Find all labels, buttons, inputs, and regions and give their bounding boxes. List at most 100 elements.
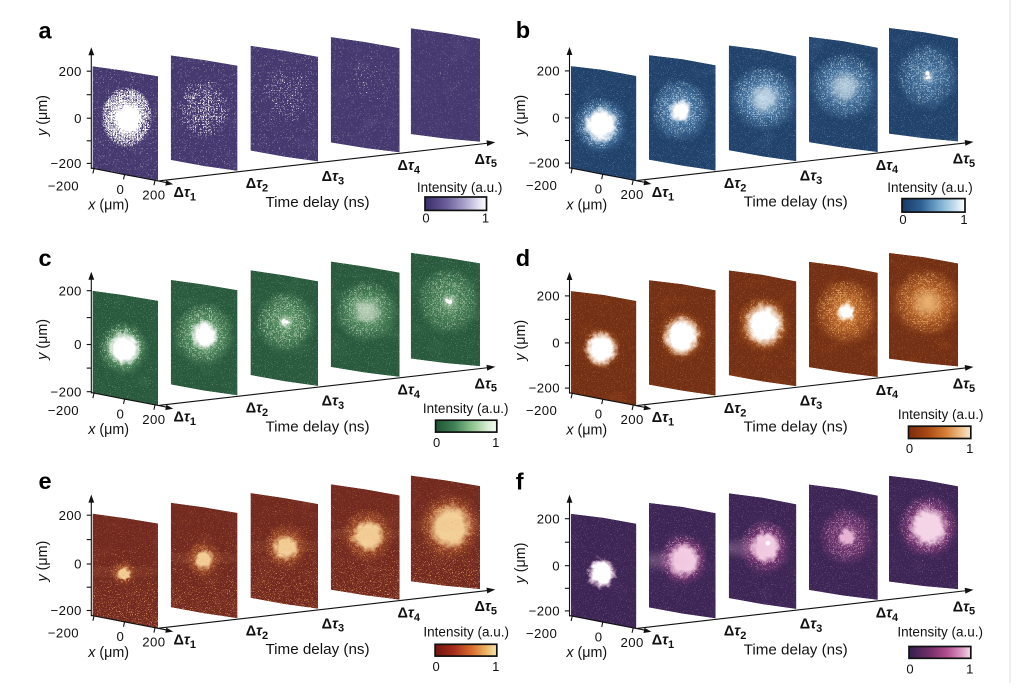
svg-text:Intensity (a.u.): Intensity (a.u.) — [423, 401, 509, 416]
svg-text:200: 200 — [142, 187, 165, 202]
svg-text:Δτ4: Δτ4 — [398, 605, 421, 623]
svg-text:0: 0 — [552, 558, 560, 573]
svg-text:−200: −200 — [529, 381, 560, 396]
svg-text:Δτ5: Δτ5 — [475, 152, 497, 170]
svg-text:Δτ3: Δτ3 — [800, 394, 822, 412]
svg-text:Δτ1: Δτ1 — [174, 185, 196, 203]
svg-text:x (μm): x (μm) — [565, 645, 607, 661]
svg-text:Intensity (a.u.): Intensity (a.u.) — [417, 180, 503, 195]
svg-text:200: 200 — [59, 283, 82, 298]
svg-text:c: c — [39, 245, 52, 271]
svg-text:200: 200 — [142, 412, 165, 427]
svg-text:0: 0 — [432, 659, 439, 674]
svg-text:Time delay (ns): Time delay (ns) — [744, 419, 848, 436]
svg-text:200: 200 — [537, 64, 560, 79]
svg-text:0: 0 — [117, 182, 125, 197]
svg-text:1: 1 — [960, 212, 967, 227]
svg-text:Intensity (a.u.): Intensity (a.u.) — [423, 625, 509, 640]
svg-text:Δτ2: Δτ2 — [246, 624, 268, 642]
svg-text:x (μm): x (μm) — [87, 198, 129, 214]
svg-text:a: a — [39, 18, 53, 44]
svg-text:200: 200 — [620, 635, 643, 650]
svg-text:e: e — [39, 468, 52, 494]
svg-text:1: 1 — [482, 211, 489, 226]
svg-text:1: 1 — [966, 441, 973, 456]
svg-text:0: 0 — [117, 406, 125, 421]
svg-text:Intensity (a.u.): Intensity (a.u.) — [898, 407, 984, 422]
svg-text:Δτ2: Δτ2 — [246, 401, 268, 419]
svg-text:x (μm): x (μm) — [87, 645, 129, 661]
svg-text:Δτ4: Δτ4 — [398, 383, 421, 401]
svg-text:Δτ2: Δτ2 — [246, 176, 268, 194]
svg-text:b: b — [516, 17, 530, 43]
svg-text:Time delay (ns): Time delay (ns) — [265, 194, 369, 211]
svg-text:Δτ2: Δτ2 — [724, 624, 746, 642]
svg-text:Δτ1: Δτ1 — [652, 633, 674, 651]
svg-text:200: 200 — [59, 64, 82, 79]
svg-text:0: 0 — [595, 182, 603, 197]
svg-text:0: 0 — [433, 435, 440, 450]
svg-text:Δτ5: Δτ5 — [953, 599, 975, 617]
svg-text:0: 0 — [906, 441, 913, 456]
svg-text:0: 0 — [595, 407, 603, 422]
svg-text:Δτ1: Δτ1 — [174, 633, 196, 651]
svg-text:Δτ5: Δτ5 — [475, 376, 497, 394]
svg-text:Δτ1: Δτ1 — [652, 410, 674, 428]
svg-text:−200: −200 — [529, 604, 560, 619]
svg-text:200: 200 — [537, 511, 560, 526]
svg-text:Δτ2: Δτ2 — [724, 176, 746, 194]
svg-text:−200: −200 — [50, 156, 81, 171]
svg-text:Δτ1: Δτ1 — [652, 185, 674, 203]
svg-text:0: 0 — [74, 337, 82, 352]
svg-text:Δτ3: Δτ3 — [322, 394, 344, 412]
svg-text:y (μm): y (μm) — [513, 543, 529, 585]
svg-text:f: f — [516, 469, 524, 495]
svg-text:y (μm): y (μm) — [513, 95, 529, 137]
svg-text:Δτ4: Δτ4 — [876, 383, 899, 401]
svg-text:Time delay (ns): Time delay (ns) — [265, 418, 369, 435]
svg-text:Time delay (ns): Time delay (ns) — [265, 641, 369, 658]
svg-text:1: 1 — [492, 659, 499, 674]
svg-text:−200: −200 — [526, 626, 557, 641]
svg-text:1: 1 — [492, 435, 499, 450]
svg-text:−200: −200 — [526, 403, 557, 418]
svg-text:200: 200 — [620, 412, 643, 427]
svg-text:0: 0 — [595, 629, 603, 644]
svg-text:d: d — [516, 245, 530, 271]
svg-text:0: 0 — [552, 111, 560, 126]
svg-text:Δτ4: Δτ4 — [398, 158, 421, 176]
svg-text:200: 200 — [620, 187, 643, 202]
svg-text:0: 0 — [74, 111, 82, 126]
svg-text:Δτ1: Δτ1 — [174, 410, 196, 428]
svg-text:Δτ2: Δτ2 — [724, 401, 746, 419]
svg-text:0: 0 — [552, 336, 560, 351]
svg-text:−200: −200 — [526, 178, 557, 193]
svg-text:y (μm): y (μm) — [35, 95, 51, 137]
svg-text:200: 200 — [537, 289, 560, 304]
svg-text:−200: −200 — [529, 156, 560, 171]
svg-text:y (μm): y (μm) — [35, 319, 51, 361]
svg-text:−200: −200 — [48, 403, 79, 418]
svg-text:−200: −200 — [50, 384, 81, 399]
svg-text:0: 0 — [422, 211, 429, 226]
svg-text:200: 200 — [59, 508, 82, 523]
svg-text:Δτ3: Δτ3 — [800, 169, 822, 187]
svg-text:Δτ5: Δτ5 — [953, 152, 975, 170]
svg-text:−200: −200 — [48, 178, 79, 193]
svg-text:Δτ4: Δτ4 — [876, 158, 899, 176]
svg-text:−200: −200 — [48, 626, 79, 641]
svg-text:Δτ5: Δτ5 — [475, 599, 497, 617]
svg-text:1: 1 — [966, 661, 973, 676]
svg-text:x (μm): x (μm) — [87, 422, 129, 438]
svg-text:Δτ3: Δτ3 — [800, 617, 822, 635]
svg-text:y (μm): y (μm) — [35, 541, 51, 583]
svg-text:Intensity (a.u.): Intensity (a.u.) — [887, 180, 973, 195]
svg-text:Time delay (ns): Time delay (ns) — [744, 194, 848, 211]
svg-text:Δτ4: Δτ4 — [876, 606, 899, 624]
svg-text:x (μm): x (μm) — [565, 422, 607, 438]
svg-text:−200: −200 — [50, 603, 81, 618]
svg-text:0: 0 — [117, 629, 125, 644]
svg-text:Δτ5: Δτ5 — [953, 377, 975, 395]
svg-text:0: 0 — [74, 557, 82, 572]
svg-text:200: 200 — [142, 635, 165, 650]
